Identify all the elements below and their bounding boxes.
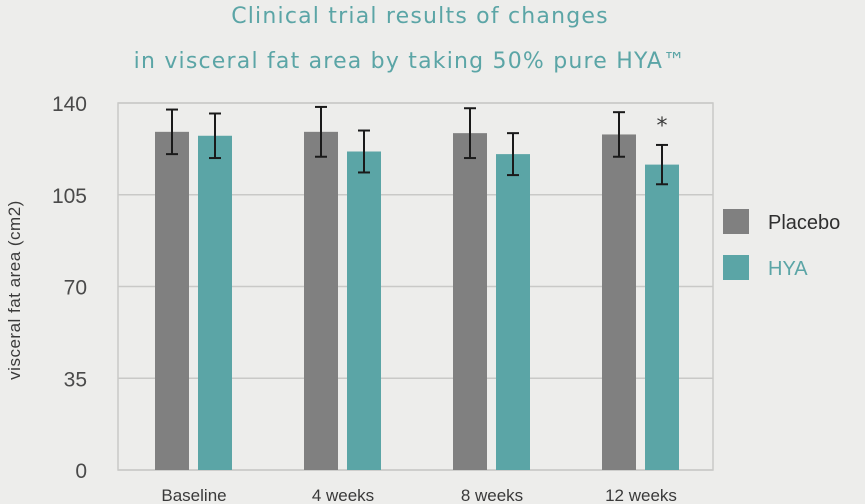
x-axis-labels: Baseline 4 weeks 8 weeks 12 weeks bbox=[161, 486, 677, 504]
x-tick-label: Baseline bbox=[161, 486, 226, 504]
y-axis-label: visceral fat area (cm2) bbox=[5, 200, 24, 380]
bar-hya-8-weeks bbox=[496, 154, 530, 470]
y-tick-label: 140 bbox=[52, 93, 87, 116]
y-tick-label: 105 bbox=[52, 185, 87, 208]
bar-placebo-baseline bbox=[155, 131, 189, 471]
y-axis-ticks: 0 35 70 105 140 bbox=[52, 93, 87, 483]
error-bars bbox=[166, 105, 668, 186]
significance-marker: * bbox=[657, 114, 668, 139]
bars bbox=[155, 131, 679, 471]
annotations: * bbox=[657, 114, 668, 139]
bar-placebo-8-weeks bbox=[453, 133, 487, 470]
legend-label-hya: HYA bbox=[768, 258, 808, 280]
legend-swatch-hya bbox=[723, 255, 749, 280]
bar-hya-12-weeks bbox=[645, 164, 679, 470]
chart-title: Clinical trial results of changes bbox=[231, 4, 609, 29]
legend-label-placebo: Placebo bbox=[768, 212, 840, 234]
x-tick-label: 8 weeks bbox=[461, 486, 523, 504]
x-tick-label: 12 weeks bbox=[605, 486, 677, 504]
plot-frame bbox=[117, 102, 714, 471]
bar-placebo-4-weeks bbox=[304, 131, 338, 471]
legend-swatch-placebo bbox=[723, 209, 749, 234]
chart-subtitle: in visceral fat area by taking 50% pure … bbox=[134, 49, 687, 74]
bar-hya-4-weeks bbox=[347, 151, 381, 470]
bar-hya-baseline bbox=[198, 135, 232, 470]
y-tick-label: 35 bbox=[64, 368, 87, 391]
bar-placebo-12-weeks bbox=[602, 134, 636, 470]
y-tick-label: 70 bbox=[64, 277, 87, 300]
y-tick-label: 0 bbox=[75, 460, 87, 483]
legend: Placebo HYA bbox=[723, 209, 840, 280]
x-tick-label: 4 weeks bbox=[312, 486, 374, 504]
